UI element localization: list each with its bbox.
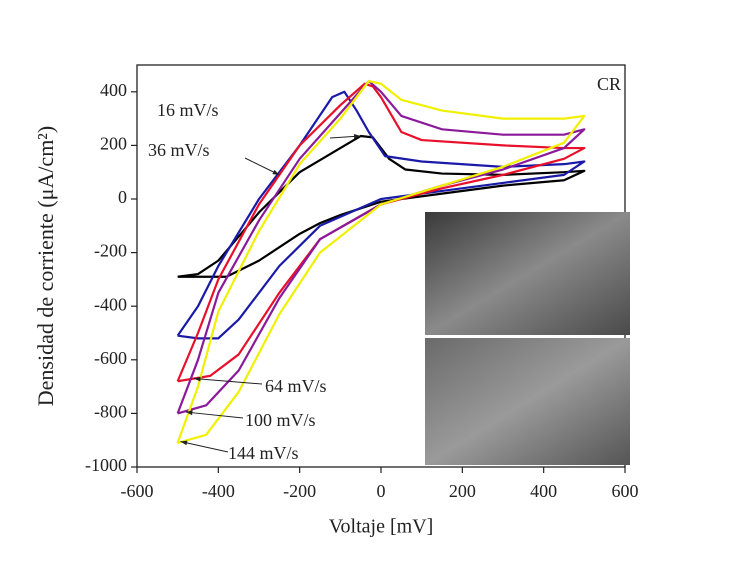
x-tick-label: 0 (377, 481, 386, 501)
y-tick-label: 0 (118, 187, 127, 207)
plot-area: -600 -400 -200 0 200 400 600 -1000 -800 -600 -400 -… (85, 64, 639, 501)
y-tick-label: 200 (100, 134, 127, 154)
y-axis-label: Densidad de corriente (μA/cm²) (33, 126, 58, 406)
y-tick-label: -600 (94, 348, 127, 368)
cv-curve (177, 134, 586, 278)
arrow-head (353, 134, 361, 139)
series-label: 36 mV/s (148, 140, 210, 160)
arrow-head (272, 169, 280, 175)
panel-label: CR (597, 74, 621, 94)
arrow-head (180, 440, 188, 446)
cv-curve (176, 79, 586, 415)
series-label: 144 mV/s (228, 443, 299, 463)
y-tick-label: -1000 (85, 455, 127, 475)
annotation-arrow (193, 378, 263, 385)
sem-image-bottom (425, 338, 630, 465)
annotation-arrow (185, 411, 244, 419)
x-tick-label: -400 (202, 481, 235, 501)
x-tick-label: -600 (121, 481, 154, 501)
y-tick-label: -400 (94, 294, 127, 314)
arrow-head (193, 376, 201, 382)
x-tick-label: 400 (530, 481, 557, 501)
cv-curve (176, 79, 586, 444)
y-tick-label: 400 (100, 80, 127, 100)
x-tick-label: -200 (283, 481, 316, 501)
x-axis-label: Voltaje [mV] (329, 516, 434, 538)
y-tick-label: -800 (94, 402, 127, 422)
annotation-arrow (180, 441, 229, 453)
series-label: 64 mV/s (265, 376, 327, 396)
sem-image-top (425, 212, 630, 335)
y-tick-label: -200 (94, 241, 127, 261)
series-label: 16 mV/s (157, 100, 219, 120)
series-label: 100 mV/s (245, 410, 316, 430)
x-tick-label: 600 (612, 481, 639, 501)
x-tick-label: 200 (449, 481, 476, 501)
arrow-head (185, 410, 193, 416)
